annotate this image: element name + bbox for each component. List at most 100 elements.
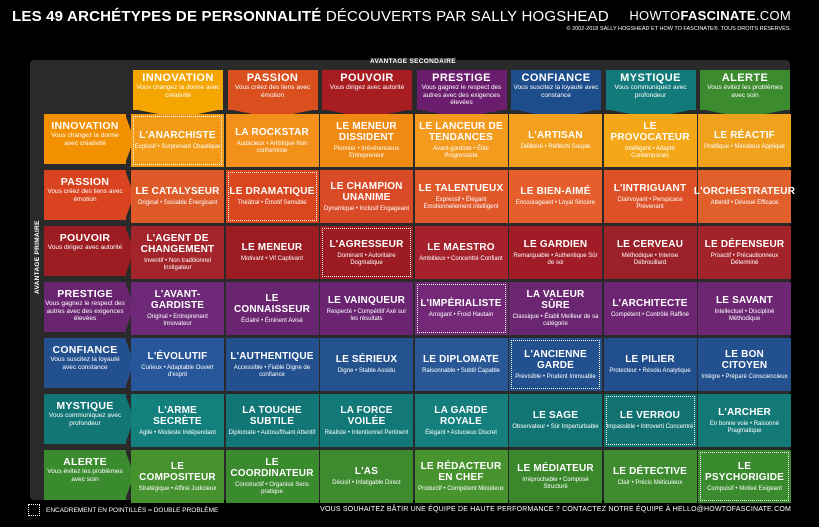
archetype-name: LA FORCE VOILÉE <box>340 404 393 427</box>
column-header-title: CONFIANCE <box>521 72 591 84</box>
row-header-pouvoir: POUVOIR Vous dirigez avec autorité <box>44 226 126 276</box>
row-header-title: INNOVATION <box>51 120 119 132</box>
archetype-name: LE DÉTECTIVE <box>612 466 688 477</box>
archetype-cell[interactable]: LE DRAMATIQUE Théâtral • Émotif Sensible <box>225 170 319 223</box>
archetype-traits: Proactif • Précautionneux Déterminé <box>710 252 779 266</box>
archetype-name: L'AUTHENTIQUE <box>230 350 314 362</box>
archetype-cell[interactable]: LE COMPOSITEUR Stratégique • Affiné Judic… <box>131 450 224 503</box>
archetype-cell[interactable]: LE PROVOCATEUR Intelligent • Adapté Conte… <box>603 114 697 167</box>
archetype-traits: Motivant • Vif Captivant <box>240 256 304 262</box>
row-header-title: MYSTIQUE <box>56 400 114 412</box>
archetype-traits: Agile • Modeste Indépendant <box>139 429 216 436</box>
archetype-cell[interactable]: L'ANARCHISTE Explosif • Surprenant Chaoti… <box>131 114 224 167</box>
page-title: LES 49 ARCHÉTYPES DE PERSONNALITÉ DÉCOUV… <box>12 8 609 25</box>
archetype-cell[interactable]: LE DÉFENSEUR Proactif • Précautionneux Dé… <box>698 226 791 279</box>
archetype-cell[interactable]: LA TOUCHE SUBTILE Diplomate • Autosuffisa… <box>225 394 319 447</box>
archetype-cell[interactable]: LE DÉTECTIVE Clair • Précis Méticuleux <box>603 450 697 503</box>
archetype-traits: Clair • Précis Méticuleux <box>617 480 683 486</box>
archetype-cell[interactable]: LE RÉDACTEUR EN CHEF Productif • Compéten… <box>414 450 508 503</box>
brand-bold: FASCINATE <box>680 8 756 23</box>
archetype-cell[interactable]: LE CATALYSEUR Original • Sociable Énergis… <box>131 170 224 223</box>
column-header-subtitle: Vous changez la donne avec créativité <box>136 84 220 99</box>
archetype-name: LE MENEUR <box>241 242 303 253</box>
archetype-name: LA TOUCHE SUBTILE <box>242 404 302 427</box>
archetype-cell[interactable]: LA ROCKSTAR Audacieux • Artistique Non co… <box>225 114 319 167</box>
archetype-traits: Impassible • Introverti Concentré <box>606 424 694 430</box>
archetype-traits: Explosif • Surprenant Chaotique <box>134 144 221 150</box>
archetype-cell[interactable]: L'AUTHENTIQUE Accessible • Fiable Digne d… <box>225 338 319 391</box>
archetype-name: LE CONNAISSEUR <box>233 292 311 315</box>
archetype-traits: Élégant • Astucieux Discret <box>425 429 497 436</box>
archetype-name: LE VAINQUEUR <box>327 294 406 306</box>
archetype-traits: Ambitieux • Concentré Confiant <box>419 256 503 262</box>
archetype-cell[interactable]: L'ARCHER En bonne voie • Raisonné Pragmat… <box>698 394 791 447</box>
archetype-cell[interactable]: LE SÉRIEUX Digne • Stable Assidu <box>320 338 413 391</box>
archetype-cell[interactable]: LE GARDIEN Remarquable • Authentique Sûr … <box>509 226 602 279</box>
archetype-cell[interactable]: LE CONNAISSEUR Éclairé • Éminent Avisé <box>225 282 319 335</box>
archetype-cell[interactable]: LE CHAMPION UNANIME Dynamique • Inclusif … <box>320 170 413 223</box>
archetype-cell[interactable]: L'ANCIENNE GARDE Prévisible • Prudent Imm… <box>509 338 602 391</box>
archetype-name: LA GARDE ROYALE <box>434 404 488 427</box>
archetype-cell[interactable]: LE PSYCHORIGIDE Compulsif • Motivé Exigea… <box>698 450 791 503</box>
archetype-cell[interactable]: LA FORCE VOILÉE Réaliste • Intentionnel P… <box>320 394 413 447</box>
archetype-traits: Diplomate • Autosuffisant Attentif <box>228 429 316 436</box>
archetype-cell[interactable]: LE RÉACTIF Prolifique • Minutieux Appliqu… <box>698 114 791 167</box>
archetype-name: LE DIPLOMATE <box>422 354 500 365</box>
column-header-alerte: ALERTE Vous évitez les problèmes avec soi… <box>700 70 790 110</box>
archetype-cell[interactable]: LE VAINQUEUR Respecté • Compétitif Axé su… <box>320 282 413 335</box>
archetype-name: LE TALENTUEUX <box>418 182 504 194</box>
archetype-cell[interactable]: LE SAVANT Intellectuel • Discipliné Métho… <box>698 282 791 335</box>
archetype-cell[interactable]: LE DIPLOMATE Raisonnable • Subtil Capable <box>414 338 508 391</box>
archetype-cell[interactable]: LE MENEUR Motivant • Vif Captivant <box>225 226 319 279</box>
archetype-name: L'AS <box>354 466 379 477</box>
archetype-cell[interactable]: LE LANCEUR DE TENDANCES Avant-gardiste • … <box>414 114 508 167</box>
archetype-name: LE RÉACTIF <box>714 130 775 141</box>
archetype-traits: Intelligent • Adapté Contemporain <box>625 146 675 159</box>
archetype-cell[interactable]: LE BON CITOYEN Intègre • Préparé Conscien… <box>698 338 791 391</box>
dotted-box-icon <box>28 504 40 516</box>
archetype-traits: Clairvoyant • Perspicace Prévenant <box>617 196 683 210</box>
title-bold: LES 49 ARCHÉTYPES DE PERSONNALITÉ <box>12 8 322 25</box>
column-header-mystique: MYSTIQUE Vous communiquez avec profondeur <box>605 70 696 110</box>
archetype-cell[interactable]: L'AGENT DE CHANGEMENT Inventif • Non trad… <box>131 226 224 279</box>
archetype-cell[interactable]: LA VALEUR SÛRE Classique • Établi Meilleu… <box>509 282 602 335</box>
brand-prefix: HOWTO <box>629 8 681 23</box>
archetype-cell[interactable]: L'ARTISAN Délibéré • Réfléchi Souple <box>509 114 602 167</box>
archetype-cell[interactable]: LE CERVEAU Méthodique • Intense Débrouill… <box>603 226 697 279</box>
primary-axis-label: AVANTAGE PRIMAIRE <box>34 220 41 294</box>
row-header-subtitle: Vous changez la donne avec créativité <box>51 132 119 147</box>
row-header-subtitle: Vous dirigez avec autorité <box>47 244 123 251</box>
archetype-cell[interactable]: L'IMPÉRIALISTE Arrogant • Froid Hautain <box>414 282 508 335</box>
column-header-pouvoir: POUVOIR Vous dirigez avec autorité <box>322 70 412 110</box>
archetype-cell[interactable]: L'ARCHITECTE Compétent • Contrôlé Raffiné <box>603 282 697 335</box>
archetype-cell[interactable]: LE BIEN-AIMÉ Encourageant • Loyal Sincère <box>509 170 602 223</box>
archetype-cell[interactable]: LE VERROU Impassible • Introverti Concent… <box>603 394 697 447</box>
archetype-cell[interactable]: LA GARDE ROYALE Élégant • Astucieux Discr… <box>414 394 508 447</box>
archetype-traits: Intègre • Préparé Consciencieux <box>701 373 788 380</box>
archetype-cell[interactable]: L'AS Décisif • Infatigable Direct <box>320 450 413 503</box>
archetype-cell[interactable]: L'INTRIGUANT Clairvoyant • Perspicace Pré… <box>603 170 697 223</box>
archetype-name: LE BIEN-AIMÉ <box>520 186 591 197</box>
archetype-cell[interactable]: LE COORDINATEUR Constructif • Organisé Se… <box>225 450 319 503</box>
archetype-cell[interactable]: L'ORCHESTRATEUR Attentif • Dévoué Efficac… <box>694 170 795 223</box>
archetype-traits: Stratégique • Affiné Judicieux <box>138 485 217 492</box>
column-header-subtitle: Vous gagnez le respect des autres avec d… <box>421 84 502 106</box>
archetype-cell[interactable]: LE MAESTRO Ambitieux • Concentré Confiant <box>414 226 508 279</box>
column-header-title: PRESTIGE <box>432 72 491 84</box>
archetype-traits: Attentif • Dévoué Efficace <box>710 200 779 206</box>
archetype-cell[interactable]: L'ARME SECRÈTE Agile • Modeste Indépendan… <box>131 394 224 447</box>
archetype-cell[interactable]: LE MÉDIATEUR Irréprochable • Composé Stru… <box>509 450 602 503</box>
archetype-cell[interactable]: L'AVANT-GARDISTE Original • Entreprenant … <box>131 282 224 335</box>
archetype-traits: Intellectuel • Discipliné Méthodique <box>714 308 775 322</box>
archetype-name: L'ARTISAN <box>528 130 583 141</box>
archetype-cell[interactable]: LE MENEUR DISSIDENT Pionnier • Irrévérenc… <box>320 114 413 167</box>
archetype-cell[interactable]: LE SAGE Observateur • Sûr Imperturbable <box>509 394 602 447</box>
archetype-cell[interactable]: L'ÉVOLUTIF Curieux • Adaptable Ouvert d'e… <box>131 338 224 391</box>
archetype-cell[interactable]: L'AGRESSEUR Dominant • Autoritaire Dogmat… <box>320 226 413 279</box>
column-header-innovation: INNOVATION Vous changez la donne avec cré… <box>133 70 223 110</box>
column-header-title: POUVOIR <box>340 72 394 84</box>
archetype-traits: Méthodique • Intense Débrouillard <box>621 252 679 266</box>
archetype-cell[interactable]: LE PILIER Protecteur • Résolu Analytique <box>603 338 697 391</box>
archetype-cell[interactable]: LE TALENTUEUX Expressif • Élégant Émotion… <box>414 170 508 223</box>
archetype-traits: Raisonnable • Subtil Capable <box>422 368 500 374</box>
